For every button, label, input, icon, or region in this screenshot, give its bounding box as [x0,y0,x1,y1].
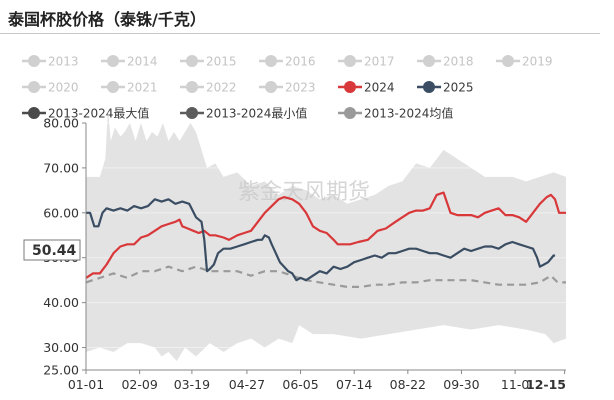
legend-label: 2014 [127,55,158,69]
legend-label: 2020 [48,81,79,95]
series-lines [85,191,566,288]
watermark-text: 紫金天风期货 [238,180,370,205]
legend-dot [107,55,119,67]
legend-label: 2015 [206,55,237,69]
legend-item: 2022 [180,81,237,95]
legend-label: 2017 [364,55,395,69]
legend-dot [107,81,119,93]
legend-item: 2016 [259,55,316,69]
chart-legend: 2013 2014 2015 2016 2017 2018 2019 2020 2021 2022… [22,55,553,121]
legend-label: 2024 [364,81,395,95]
legend-item: 2013-2024最小值 [180,106,307,121]
legend-label: 2013-2024最大值 [48,106,149,121]
x-tick-label: 04-27 [229,377,265,392]
legend-label: 2018 [443,55,474,69]
legend-dot [186,107,198,119]
legend-dot [344,81,356,93]
y-tick-label: 30.00 [43,340,79,355]
y-tick-label: 70.00 [43,160,79,175]
x-tick-label: 07-14 [336,377,372,392]
legend-label: 2016 [285,55,316,69]
series-line-2024 [85,191,566,279]
x-tick-label: 12-15 [526,377,566,392]
x-tick-label: 09-30 [443,377,479,392]
page-title: 泰国杯胶价格（泰铢/千克） [8,10,206,29]
y-tick-label: 25.00 [43,363,79,378]
legend-item: 2018 [417,55,474,69]
legend-item: 2013 [22,55,79,69]
legend-item: 2017 [338,55,395,69]
legend-dot [186,81,198,93]
cursor-value-box [23,239,81,261]
legend-dot [502,55,514,67]
legend-dot [186,55,198,67]
x-tick-label: 03-19 [174,377,210,392]
legend-dot [423,81,435,93]
x-tick-label: 08-22 [390,377,426,392]
legend-label: 2013-2024最小值 [206,106,307,121]
legend-item: 2024 [338,81,395,95]
legend-dot [28,55,40,67]
title-divider [0,33,600,34]
cursor-value-label: 50.44 [23,239,81,261]
legend-dot [28,107,40,119]
x-axis: 01-01 02-09 03-19 04-27 06-05 07-14 08-22 09-30… [68,369,566,392]
x-tick-label: 02-09 [121,377,157,392]
min-max-range-band [86,109,566,361]
x-tick-label: 06-05 [282,377,318,392]
legend-label: 2023 [285,81,316,95]
legend-label: 2025 [443,81,474,95]
legend-label: 2021 [127,81,158,95]
legend-dot [344,55,356,67]
y-tick-label: 80.00 [43,116,79,131]
legend-item: 2013-2024均值 [338,106,453,121]
legend-label: 2013-2024均值 [364,106,453,121]
y-gridlines [86,122,566,349]
y-tick-label: 40.00 [43,295,79,310]
legend-dot [28,81,40,93]
cursor-value-text: 50.44 [32,243,77,259]
legend-item: 2014 [101,55,158,69]
series-line-2025 [86,198,556,282]
legend-item: 2021 [101,81,158,95]
x-tick-label: 01-01 [68,377,104,392]
legend-dot [423,55,435,67]
legend-dot [344,107,356,119]
legend-item: 2020 [22,81,79,95]
legend-label: 2013 [48,55,79,69]
x-tick-label: 11-0 [501,377,529,392]
series-line-avg [85,265,566,288]
legend-item: 2013-2024最大值 [22,106,149,121]
y-tick-label: 60.00 [43,205,79,220]
legend-label: 2022 [206,81,237,95]
legend-item: 2019 [496,55,553,69]
legend-dot [265,81,277,93]
legend-item: 2025 [417,81,474,95]
legend-item: 2015 [180,55,237,69]
legend-label: 2019 [522,55,553,69]
legend-dot [265,55,277,67]
legend-item: 2023 [259,81,316,95]
